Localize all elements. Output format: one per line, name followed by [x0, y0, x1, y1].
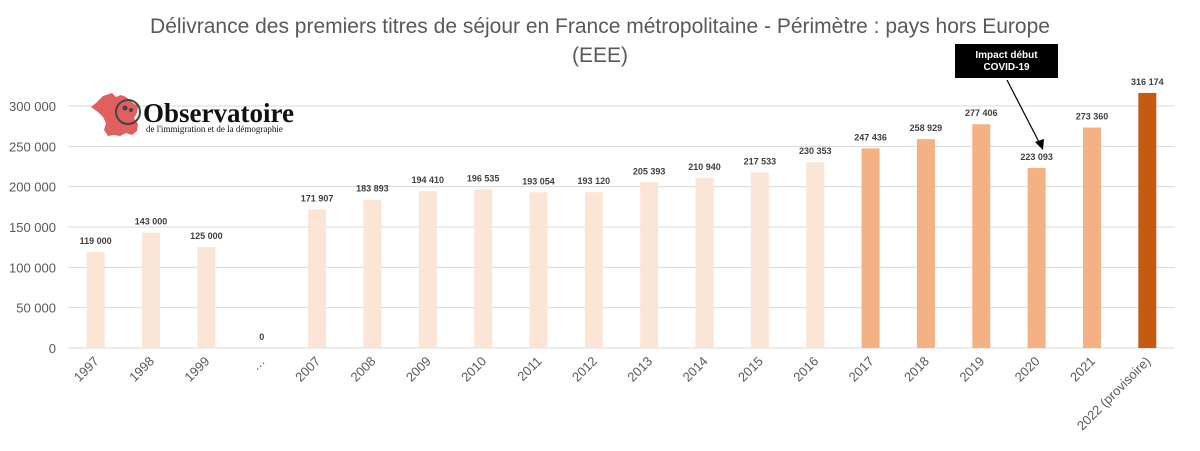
bar [86, 252, 105, 348]
x-tick-label: 1997 [71, 354, 102, 385]
x-tick-label: 2013 [624, 354, 655, 385]
x-tick-label: 2010 [458, 354, 489, 385]
data-label: 194 410 [412, 175, 445, 185]
x-axis: 1997 1998 1999 … 2007 2008 2009 2010 2011 2012 201… [71, 354, 1154, 434]
bar [972, 124, 991, 348]
bar [197, 247, 216, 348]
x-tick-label: 2012 [569, 354, 600, 385]
bar-layer [86, 92, 1157, 349]
data-label: 223 093 [1020, 152, 1053, 162]
x-tick-label: 2015 [735, 354, 766, 385]
data-label: 0 [259, 332, 264, 342]
annotation-arrowhead [1035, 139, 1044, 150]
chart-title-line-2: (EEE) [571, 44, 628, 67]
y-tick-label: 50 000 [16, 301, 56, 316]
x-tick-label: 1999 [181, 354, 212, 385]
data-label: 217 533 [744, 157, 777, 167]
x-tick-label: 1998 [126, 354, 157, 385]
bar [529, 192, 548, 348]
annotation-arrow-line [1006, 79, 1041, 145]
grid-layer [68, 105, 1175, 349]
y-tick-label: 100 000 [9, 260, 56, 275]
bar [806, 162, 825, 348]
y-tick-label: 0 [49, 341, 56, 356]
x-tick-label: 2021 [1067, 354, 1098, 385]
chart-title: Délivrance des premiers titres de séjour… [100, 12, 1100, 70]
bar [1027, 168, 1046, 348]
data-label: 183 893 [356, 184, 389, 194]
annotation-box [955, 44, 1058, 78]
x-tick-label: 2019 [956, 354, 987, 385]
magnifier-icon [115, 99, 141, 125]
person-icon [129, 108, 133, 112]
x-tick-label: 2018 [901, 354, 932, 385]
value-label-layer: 119 000 143 000 125 000 0 171 907 183 893 194 … [80, 77, 1164, 342]
data-label: 277 406 [965, 108, 998, 118]
bar [584, 192, 603, 348]
data-label: 247 436 [854, 132, 887, 142]
x-tick-label: 2009 [403, 354, 434, 385]
x-tick-label: 2011 [514, 354, 544, 384]
bar [695, 177, 714, 348]
bar [363, 199, 382, 348]
france-map-icon [91, 93, 138, 136]
bar [1138, 92, 1157, 348]
bar [142, 232, 161, 348]
data-label: 193 054 [522, 176, 555, 186]
data-label: 230 353 [799, 146, 832, 156]
x-tick-label: … [248, 354, 268, 374]
x-tick-label: 2020 [1012, 354, 1043, 385]
data-label: 273 360 [1076, 111, 1109, 121]
covid-annotation: Impact début COVID-19 [955, 44, 1058, 150]
bar [1082, 127, 1101, 349]
observatoire-logo: Observatoire de l'immigration et de la d… [91, 93, 294, 136]
y-tick-label: 200 000 [9, 180, 56, 195]
x-tick-label: 2007 [292, 354, 323, 385]
x-tick-label: 2016 [790, 354, 821, 385]
bar [916, 139, 935, 348]
data-label: 205 393 [633, 166, 666, 176]
y-tick-label: 250 000 [9, 139, 56, 154]
data-label: 171 907 [301, 193, 334, 203]
bar [418, 191, 437, 348]
data-label: 258 929 [910, 123, 943, 133]
annotation-line-1: Impact début [975, 50, 1038, 61]
data-label: 210 940 [688, 162, 721, 172]
data-label: 143 000 [135, 217, 168, 227]
data-label: 316 174 [1131, 77, 1164, 87]
x-tick-label: 2014 [680, 354, 711, 385]
bar [474, 189, 493, 348]
y-tick-label: 300 000 [9, 99, 56, 114]
data-label: 196 535 [467, 173, 500, 183]
logo-subtitle: de l'immigration et de la démographie [146, 124, 283, 134]
bar [308, 209, 327, 348]
chart-title-line-1: Délivrance des premiers titres de séjour… [150, 15, 1050, 38]
x-tick-label: 2008 [347, 354, 378, 385]
data-label: 193 120 [578, 176, 611, 186]
x-tick-label: 2017 [846, 354, 877, 385]
bar [640, 182, 659, 348]
y-axis: 0 50 000 100 000 150 000 200 000 250 000 300 0… [9, 99, 56, 356]
data-label: 119 000 [80, 236, 112, 246]
person-icon [122, 105, 128, 111]
annotation-line-2: COVID-19 [983, 62, 1030, 73]
y-tick-label: 150 000 [9, 220, 56, 235]
bar [861, 148, 880, 348]
bar [750, 172, 769, 348]
data-label: 125 000 [190, 231, 223, 241]
logo-title: Observatoire [143, 98, 294, 128]
